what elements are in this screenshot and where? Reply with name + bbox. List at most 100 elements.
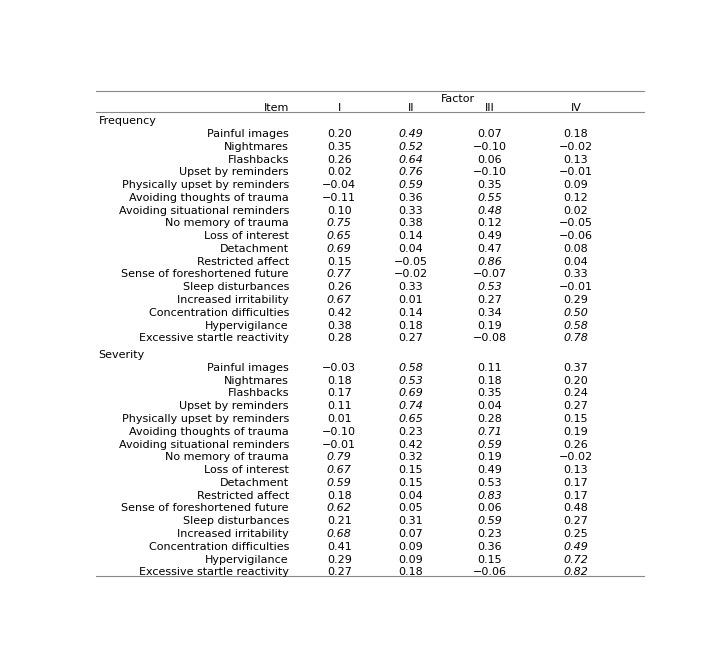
Text: 0.20: 0.20	[564, 376, 588, 385]
Text: 0.49: 0.49	[477, 231, 503, 241]
Text: −0.10: −0.10	[473, 142, 507, 152]
Text: Avoiding thoughts of trauma: Avoiding thoughts of trauma	[129, 193, 289, 203]
Text: 0.58: 0.58	[563, 320, 588, 330]
Text: 0.14: 0.14	[399, 308, 423, 318]
Text: 0.55: 0.55	[477, 193, 503, 203]
Text: 0.26: 0.26	[564, 440, 588, 450]
Text: 0.59: 0.59	[399, 180, 423, 190]
Text: 0.06: 0.06	[477, 504, 502, 513]
Text: 0.72: 0.72	[563, 555, 588, 565]
Text: 0.18: 0.18	[327, 376, 352, 385]
Text: 0.67: 0.67	[327, 295, 352, 305]
Text: Severity: Severity	[99, 350, 145, 360]
Text: 0.06: 0.06	[477, 155, 502, 165]
Text: 0.53: 0.53	[477, 478, 502, 488]
Text: −0.05: −0.05	[559, 218, 593, 228]
Text: 0.24: 0.24	[563, 389, 588, 399]
Text: −0.01: −0.01	[559, 167, 593, 177]
Text: Frequency: Frequency	[99, 116, 157, 126]
Text: 0.18: 0.18	[399, 567, 423, 577]
Text: Restricted affect: Restricted affect	[196, 490, 289, 500]
Text: 0.53: 0.53	[477, 282, 503, 292]
Text: 0.67: 0.67	[327, 465, 352, 475]
Text: 0.13: 0.13	[564, 465, 588, 475]
Text: 0.26: 0.26	[327, 282, 352, 292]
Text: Physically upset by reminders: Physically upset by reminders	[121, 180, 289, 190]
Text: −0.05: −0.05	[394, 257, 428, 267]
Text: Item: Item	[264, 103, 289, 113]
Text: 0.10: 0.10	[327, 205, 352, 215]
Text: 0.15: 0.15	[399, 465, 423, 475]
Text: 0.27: 0.27	[399, 333, 423, 343]
Text: 0.04: 0.04	[399, 490, 423, 500]
Text: 0.12: 0.12	[477, 218, 502, 228]
Text: 0.83: 0.83	[477, 490, 503, 500]
Text: 0.69: 0.69	[399, 389, 423, 399]
Text: 0.14: 0.14	[399, 231, 423, 241]
Text: Excessive startle reactivity: Excessive startle reactivity	[139, 567, 289, 577]
Text: −0.06: −0.06	[559, 231, 593, 241]
Text: 0.27: 0.27	[327, 567, 352, 577]
Text: III: III	[485, 103, 495, 113]
Text: 0.77: 0.77	[327, 270, 352, 280]
Text: 0.33: 0.33	[564, 270, 588, 280]
Text: 0.28: 0.28	[477, 414, 503, 424]
Text: 0.01: 0.01	[399, 295, 423, 305]
Text: 0.28: 0.28	[327, 333, 352, 343]
Text: 0.47: 0.47	[477, 244, 503, 254]
Text: 0.53: 0.53	[399, 376, 423, 385]
Text: 0.36: 0.36	[477, 542, 502, 552]
Text: 0.13: 0.13	[564, 155, 588, 165]
Text: 0.17: 0.17	[327, 389, 352, 399]
Text: −0.06: −0.06	[473, 567, 507, 577]
Text: 0.18: 0.18	[399, 320, 423, 330]
Text: 0.09: 0.09	[399, 542, 423, 552]
Text: Sense of foreshortened future: Sense of foreshortened future	[121, 270, 289, 280]
Text: 0.18: 0.18	[327, 490, 352, 500]
Text: 0.37: 0.37	[564, 363, 588, 373]
Text: 0.21: 0.21	[327, 516, 352, 527]
Text: 0.15: 0.15	[399, 478, 423, 488]
Text: Increased irritability: Increased irritability	[177, 529, 289, 539]
Text: 0.15: 0.15	[564, 414, 588, 424]
Text: −0.02: −0.02	[393, 270, 428, 280]
Text: 0.12: 0.12	[564, 193, 588, 203]
Text: Concentration difficulties: Concentration difficulties	[149, 308, 289, 318]
Text: 0.59: 0.59	[477, 516, 503, 527]
Text: 0.82: 0.82	[563, 567, 588, 577]
Text: 0.34: 0.34	[477, 308, 502, 318]
Text: 0.02: 0.02	[564, 205, 588, 215]
Text: Upset by reminders: Upset by reminders	[179, 167, 289, 177]
Text: Sleep disturbances: Sleep disturbances	[183, 516, 289, 527]
Text: 0.19: 0.19	[564, 427, 588, 437]
Text: 0.59: 0.59	[477, 440, 503, 450]
Text: 0.58: 0.58	[399, 363, 423, 373]
Text: −0.02: −0.02	[559, 452, 593, 462]
Text: 0.68: 0.68	[327, 529, 352, 539]
Text: 0.35: 0.35	[327, 142, 352, 152]
Text: 0.31: 0.31	[399, 516, 423, 527]
Text: Physically upset by reminders: Physically upset by reminders	[121, 414, 289, 424]
Text: Concentration difficulties: Concentration difficulties	[149, 542, 289, 552]
Text: 0.65: 0.65	[327, 231, 352, 241]
Text: Detachment: Detachment	[219, 478, 289, 488]
Text: 0.11: 0.11	[327, 401, 352, 411]
Text: No memory of trauma: No memory of trauma	[165, 452, 289, 462]
Text: 0.86: 0.86	[477, 257, 503, 267]
Text: 0.49: 0.49	[563, 542, 588, 552]
Text: −0.07: −0.07	[473, 270, 507, 280]
Text: 0.20: 0.20	[327, 129, 352, 139]
Text: Painful images: Painful images	[207, 363, 289, 373]
Text: −0.10: −0.10	[322, 427, 356, 437]
Text: Painful images: Painful images	[207, 129, 289, 139]
Text: 0.52: 0.52	[399, 142, 423, 152]
Text: 0.04: 0.04	[477, 401, 502, 411]
Text: 0.17: 0.17	[564, 490, 588, 500]
Text: Loss of interest: Loss of interest	[204, 231, 289, 241]
Text: −0.01: −0.01	[559, 282, 593, 292]
Text: 0.18: 0.18	[477, 376, 502, 385]
Text: Hypervigilance: Hypervigilance	[205, 320, 289, 330]
Text: Avoiding situational reminders: Avoiding situational reminders	[118, 440, 289, 450]
Text: Detachment: Detachment	[219, 244, 289, 254]
Text: 0.33: 0.33	[399, 205, 423, 215]
